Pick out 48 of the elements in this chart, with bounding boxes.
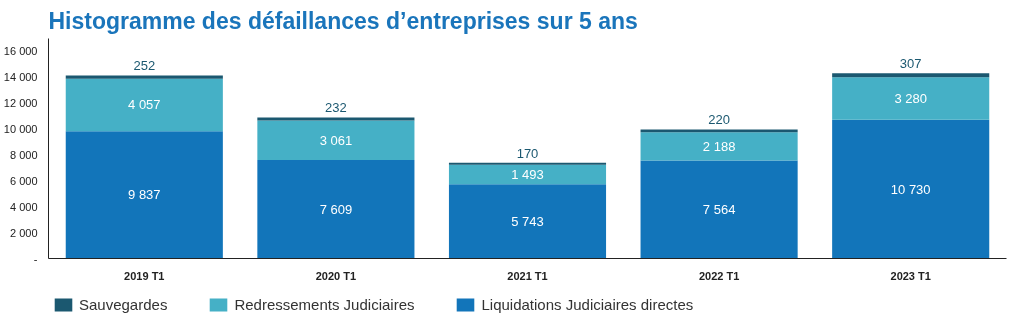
data-label: 232 — [325, 100, 347, 116]
bar — [640, 160, 798, 259]
data-label: 3 061 — [319, 132, 353, 148]
data-label: 5 743 — [511, 213, 544, 229]
legend-label: Redressements Judiciaires — [234, 295, 415, 313]
bar — [832, 119, 990, 259]
x-tick-label: 2022 T1 — [698, 269, 740, 282]
y-tick-label: 12 000 — [3, 97, 38, 110]
chart-title: Histogramme des défaillances d’entreprises sur 5 ans — [48, 7, 638, 34]
data-label: 220 — [708, 112, 730, 128]
bar — [65, 78, 223, 132]
x-tick-label: 2021 T1 — [507, 269, 548, 282]
data-label: 1 493 — [511, 167, 544, 183]
bar — [257, 117, 415, 121]
x-tick-label: 2020 T1 — [315, 269, 357, 282]
data-label: 307 — [899, 56, 922, 72]
bar — [448, 184, 607, 259]
bar — [448, 164, 607, 185]
data-label: 10 730 — [890, 181, 931, 197]
y-tick-label: 6 000 — [9, 174, 38, 187]
bar — [640, 129, 798, 133]
data-label: 252 — [133, 58, 156, 74]
y-tick-label: 14 000 — [3, 71, 38, 84]
bar — [448, 162, 607, 165]
legend-label: Sauvegardes — [79, 295, 168, 313]
bar — [832, 77, 990, 120]
bar — [640, 132, 798, 161]
legend-label: Liquidations Judiciaires directes — [481, 295, 694, 313]
data-label: 4 057 — [128, 97, 161, 113]
y-tick-label: 4 000 — [9, 200, 38, 213]
y-tick-label: - — [33, 252, 38, 265]
bar — [65, 75, 223, 79]
y-tick-label: 8 000 — [9, 148, 38, 161]
data-label: 2 188 — [702, 138, 736, 154]
x-tick-label: 2023 T1 — [890, 269, 931, 282]
data-label: 7 609 — [319, 201, 353, 217]
bar — [832, 73, 990, 78]
data-label: 9 837 — [128, 187, 161, 203]
bar — [65, 131, 223, 259]
x-tick-label: 2019 T1 — [124, 269, 165, 282]
y-tick-label: 2 000 — [9, 226, 38, 239]
y-tick-label: 10 000 — [3, 123, 38, 136]
data-label: 3 280 — [894, 90, 927, 106]
bar — [257, 120, 415, 161]
bar — [257, 160, 415, 259]
y-tick-label: 16 000 — [3, 45, 38, 58]
data-label: 7 564 — [702, 202, 736, 218]
data-label: 170 — [516, 145, 539, 161]
